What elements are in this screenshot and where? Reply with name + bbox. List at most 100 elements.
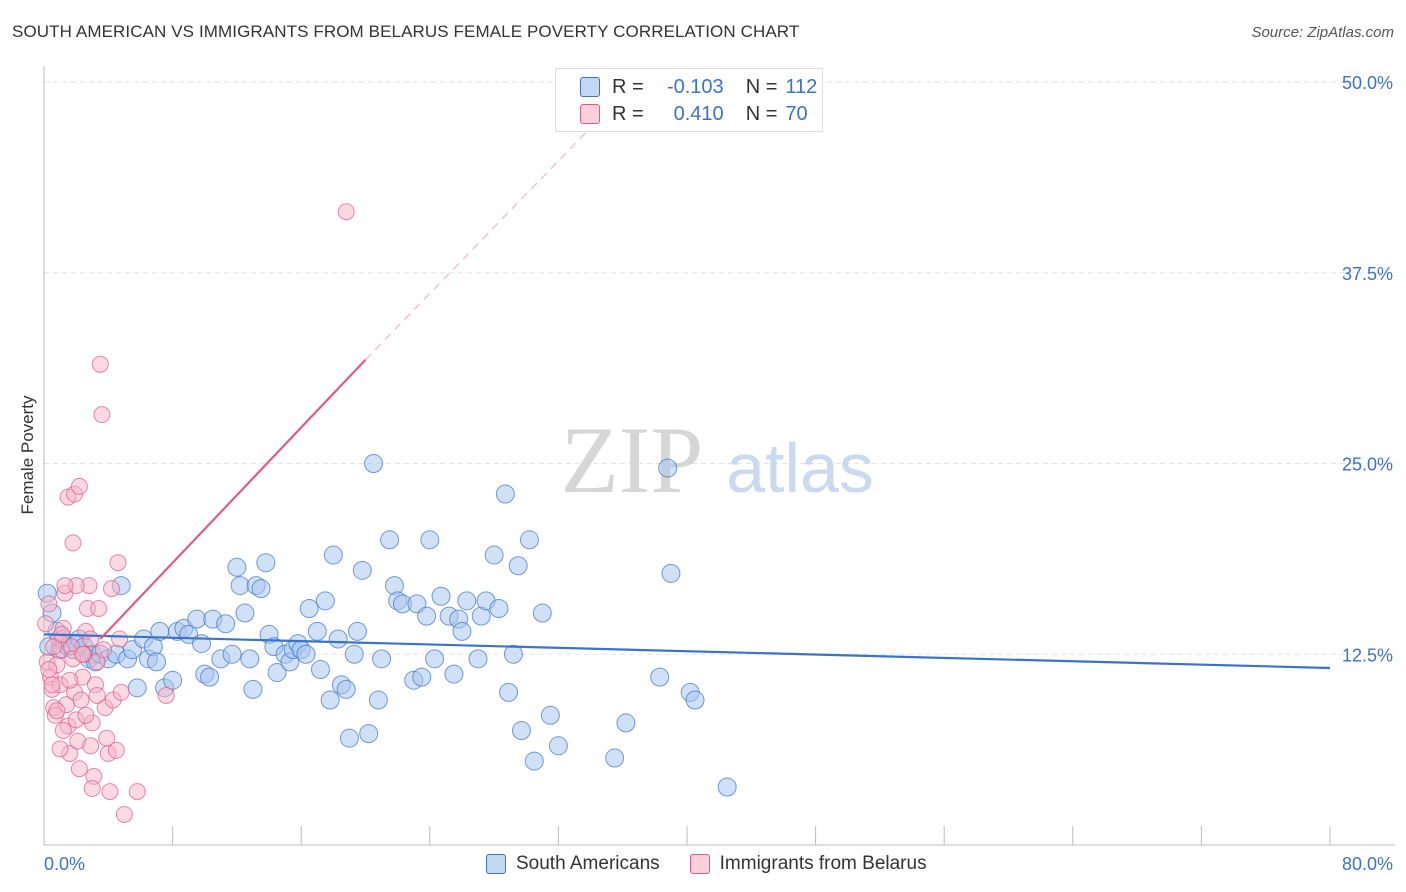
south-americans-point xyxy=(548,736,568,756)
belarus-point xyxy=(101,783,119,801)
belarus-point xyxy=(111,630,129,648)
south-americans-point xyxy=(243,679,263,699)
south-americans-point xyxy=(605,748,625,768)
legend-row-blue: R = -0.103 N = 112 xyxy=(580,75,817,99)
belarus-point xyxy=(337,203,355,221)
south-americans-point xyxy=(532,603,552,623)
south-americans-point xyxy=(310,660,330,680)
blue-swatch xyxy=(486,854,506,874)
pink-swatch xyxy=(689,854,710,874)
belarus-point xyxy=(94,641,112,659)
belarus-point xyxy=(88,686,106,704)
belarus-point xyxy=(56,577,74,595)
south-americans-point xyxy=(425,649,445,669)
belarus-point xyxy=(43,676,61,694)
south-americans-point xyxy=(508,556,528,576)
south-americans-point xyxy=(364,454,384,473)
south-americans-point xyxy=(230,576,250,596)
south-americans-point xyxy=(216,614,236,634)
belarus-point xyxy=(82,737,100,755)
belarus-point xyxy=(48,702,66,720)
y-tick-label: 50.0% xyxy=(1342,73,1393,93)
grid-lines xyxy=(44,81,1395,655)
south-americans-point xyxy=(650,667,670,687)
south-americans-point xyxy=(524,751,544,771)
south-americans-point xyxy=(431,586,451,606)
series-legend: South Americans Immigrants from Belarus xyxy=(486,853,957,875)
belarus-point xyxy=(157,686,175,704)
south-americans-point xyxy=(147,652,167,672)
south-americans-point xyxy=(296,644,316,664)
source-label: Source: ZipAtlas.com xyxy=(1251,24,1394,41)
south-americans-point xyxy=(412,667,432,687)
south-americans-point xyxy=(227,557,247,577)
legend-n-label: N = xyxy=(745,102,778,125)
south-americans-point xyxy=(339,728,359,748)
south-americans-point xyxy=(200,667,220,687)
belarus-points xyxy=(37,203,355,823)
belarus-point xyxy=(90,599,108,617)
trend-lines xyxy=(43,127,1331,670)
south-americans-point xyxy=(452,621,472,641)
south-americans-trend-line xyxy=(43,633,1331,670)
south-americans-point xyxy=(616,713,636,733)
belarus-point xyxy=(74,645,92,663)
correlation-legend: R = -0.103 N = 112 R = 0.410 N = 70 xyxy=(555,68,823,132)
south-americans-point xyxy=(315,591,335,611)
legend-r-value: -0.103 xyxy=(666,75,724,98)
belarus-point xyxy=(128,783,146,801)
chart-title: SOUTH AMERICAN VS IMMIGRANTS FROM BELARU… xyxy=(12,22,800,41)
south-americans-point xyxy=(368,690,388,710)
south-americans-point xyxy=(540,705,560,725)
y-tick-label: 12.5% xyxy=(1342,645,1393,665)
tick-labels: 12.5% 25.0% 37.5% 50.0% 0.0% 80.0% xyxy=(44,73,1393,874)
south-americans-point xyxy=(359,724,379,744)
belarus-trend-line xyxy=(99,358,367,640)
south-americans-point xyxy=(417,606,437,626)
south-americans-point xyxy=(444,664,464,684)
south-americans-point xyxy=(468,649,488,669)
pink-swatch xyxy=(580,104,600,124)
belarus-point xyxy=(54,722,72,740)
y-axis-label: Female Poverty xyxy=(18,395,37,515)
south-americans-point xyxy=(328,629,348,649)
south-americans-point xyxy=(251,579,271,599)
legend-n-label: N = xyxy=(745,75,778,98)
belarus-point xyxy=(70,477,88,495)
belarus-trend-extension xyxy=(365,127,591,361)
belarus-point xyxy=(103,580,121,598)
south-americans-point xyxy=(717,777,737,797)
south-americans-points xyxy=(37,454,737,797)
south-americans-point xyxy=(484,545,504,565)
south-americans-point xyxy=(420,530,440,550)
belarus-point xyxy=(109,554,127,572)
watermark-atlas: atlas xyxy=(726,429,874,507)
legend-label: South Americans xyxy=(516,853,660,874)
x-tick-label: 80.0% xyxy=(1342,854,1393,874)
south-americans-point xyxy=(685,690,705,710)
south-americans-point xyxy=(495,484,515,504)
belarus-point xyxy=(112,683,130,701)
belarus-point xyxy=(51,740,69,758)
watermark: ZIP atlas xyxy=(561,407,874,513)
south-americans-point xyxy=(267,663,287,683)
south-americans-point xyxy=(347,621,367,641)
belarus-point xyxy=(115,805,133,823)
blue-swatch xyxy=(580,77,600,97)
belarus-point xyxy=(45,638,63,656)
legend-item-belarus: Immigrants from Belarus xyxy=(689,853,927,875)
south-americans-point xyxy=(380,530,400,550)
legend-n-value: 70 xyxy=(785,102,808,125)
belarus-point xyxy=(107,741,125,759)
y-tick-label: 25.0% xyxy=(1342,455,1393,475)
belarus-point xyxy=(40,661,58,679)
watermark-zip: ZIP xyxy=(561,407,704,513)
legend-row-pink: R = 0.410 N = 70 xyxy=(580,102,808,126)
belarus-point xyxy=(64,534,82,552)
south-americans-point xyxy=(320,690,340,710)
south-americans-point xyxy=(499,682,519,702)
south-americans-point xyxy=(187,609,207,629)
legend-r-value: 0.410 xyxy=(673,102,724,125)
belarus-point xyxy=(40,595,58,613)
